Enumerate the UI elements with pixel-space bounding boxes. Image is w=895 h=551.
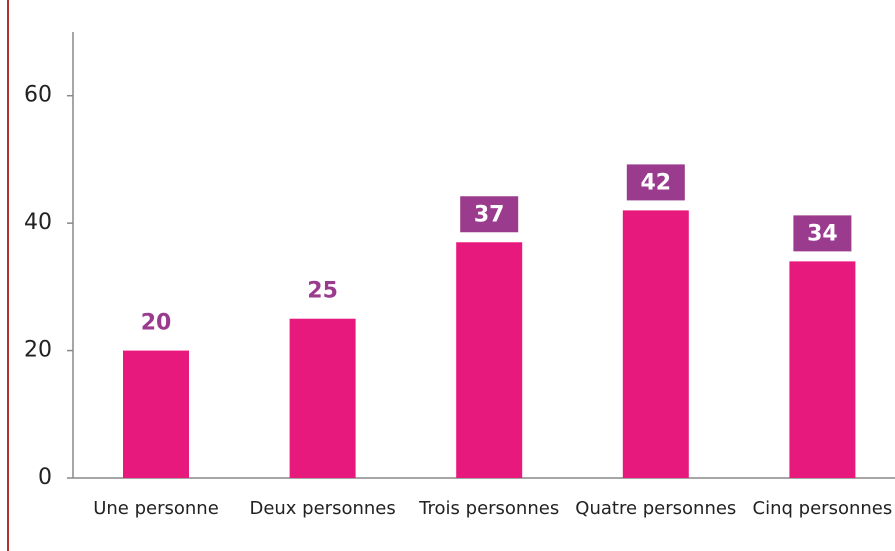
x-tick-label: Cinq personnes bbox=[752, 498, 893, 519]
y-tick-label: 0 bbox=[38, 465, 52, 490]
value-label-box bbox=[460, 196, 519, 233]
x-tick-label: Quatre personnes bbox=[575, 498, 737, 519]
value-label: 42 bbox=[640, 170, 671, 195]
value-label: 34 bbox=[807, 221, 838, 246]
bar bbox=[123, 350, 189, 478]
y-tick-label: 40 bbox=[24, 210, 52, 235]
value-label: 25 bbox=[307, 279, 338, 304]
bar bbox=[289, 318, 356, 478]
value-label: 20 bbox=[141, 311, 172, 336]
value-label-box bbox=[626, 164, 685, 201]
x-tick-label: Trois personnes bbox=[419, 498, 560, 519]
x-tick-label: Deux personnes bbox=[249, 498, 396, 519]
bar bbox=[456, 242, 523, 478]
x-tick-label: Une personne bbox=[93, 498, 219, 519]
bar bbox=[789, 261, 856, 478]
value-label-box bbox=[793, 215, 852, 252]
y-tick-label: 20 bbox=[24, 338, 52, 363]
y-tick-label: 60 bbox=[24, 83, 52, 108]
value-label: 37 bbox=[474, 202, 505, 227]
bar bbox=[622, 210, 689, 478]
